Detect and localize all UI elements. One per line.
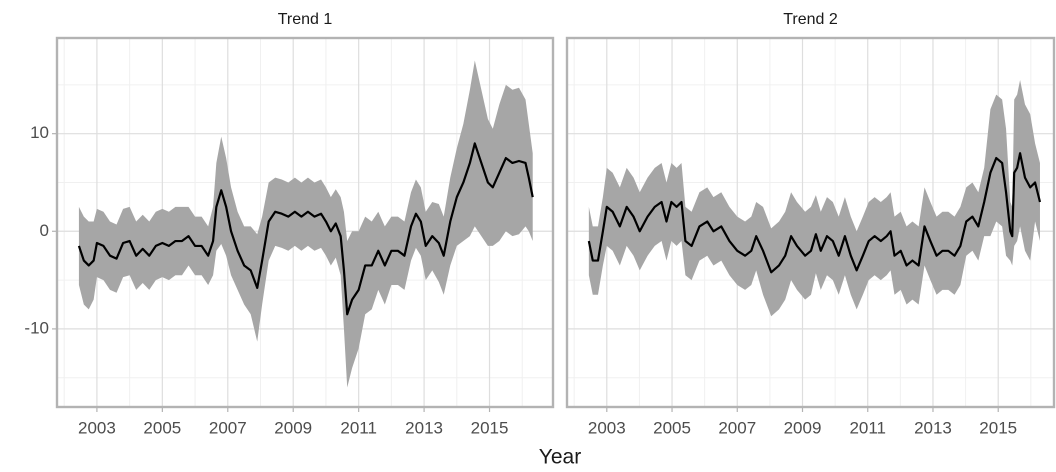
y-tick-label: 10 bbox=[30, 123, 49, 142]
x-tick-label: 2005 bbox=[653, 418, 691, 437]
x-tick-label: 2011 bbox=[340, 418, 377, 437]
x-tick-label: 2003 bbox=[588, 418, 626, 437]
x-tick-label: 2009 bbox=[274, 418, 312, 437]
x-tick-label: 2015 bbox=[471, 418, 509, 437]
x-tick-label: 2005 bbox=[143, 418, 181, 437]
strip-background bbox=[57, 2, 553, 36]
y-tick-label: -10 bbox=[24, 318, 49, 337]
panel-border bbox=[55, 36, 555, 409]
x-tick-label: 2015 bbox=[979, 418, 1017, 437]
x-tick-label: 2011 bbox=[849, 418, 886, 437]
panel-title: Trend 1 bbox=[278, 11, 333, 28]
x-tick-label: 2007 bbox=[718, 418, 756, 437]
strip-background bbox=[567, 2, 1054, 36]
panel-title: Trend 2 bbox=[783, 11, 838, 28]
trend-line bbox=[587, 152, 1042, 274]
x-axis-title: Year bbox=[539, 446, 581, 469]
x-tick-label: 2003 bbox=[78, 418, 116, 437]
panel-border bbox=[565, 36, 1056, 409]
x-tick-label: 2013 bbox=[914, 418, 952, 437]
x-tick-label: 2013 bbox=[405, 418, 443, 437]
x-tick-label: 2007 bbox=[209, 418, 247, 437]
y-tick-label: 0 bbox=[40, 221, 49, 240]
confidence-band bbox=[78, 60, 533, 388]
x-tick-label: 2009 bbox=[784, 418, 822, 437]
trend-line bbox=[77, 142, 534, 316]
confidence-band bbox=[588, 79, 1040, 317]
